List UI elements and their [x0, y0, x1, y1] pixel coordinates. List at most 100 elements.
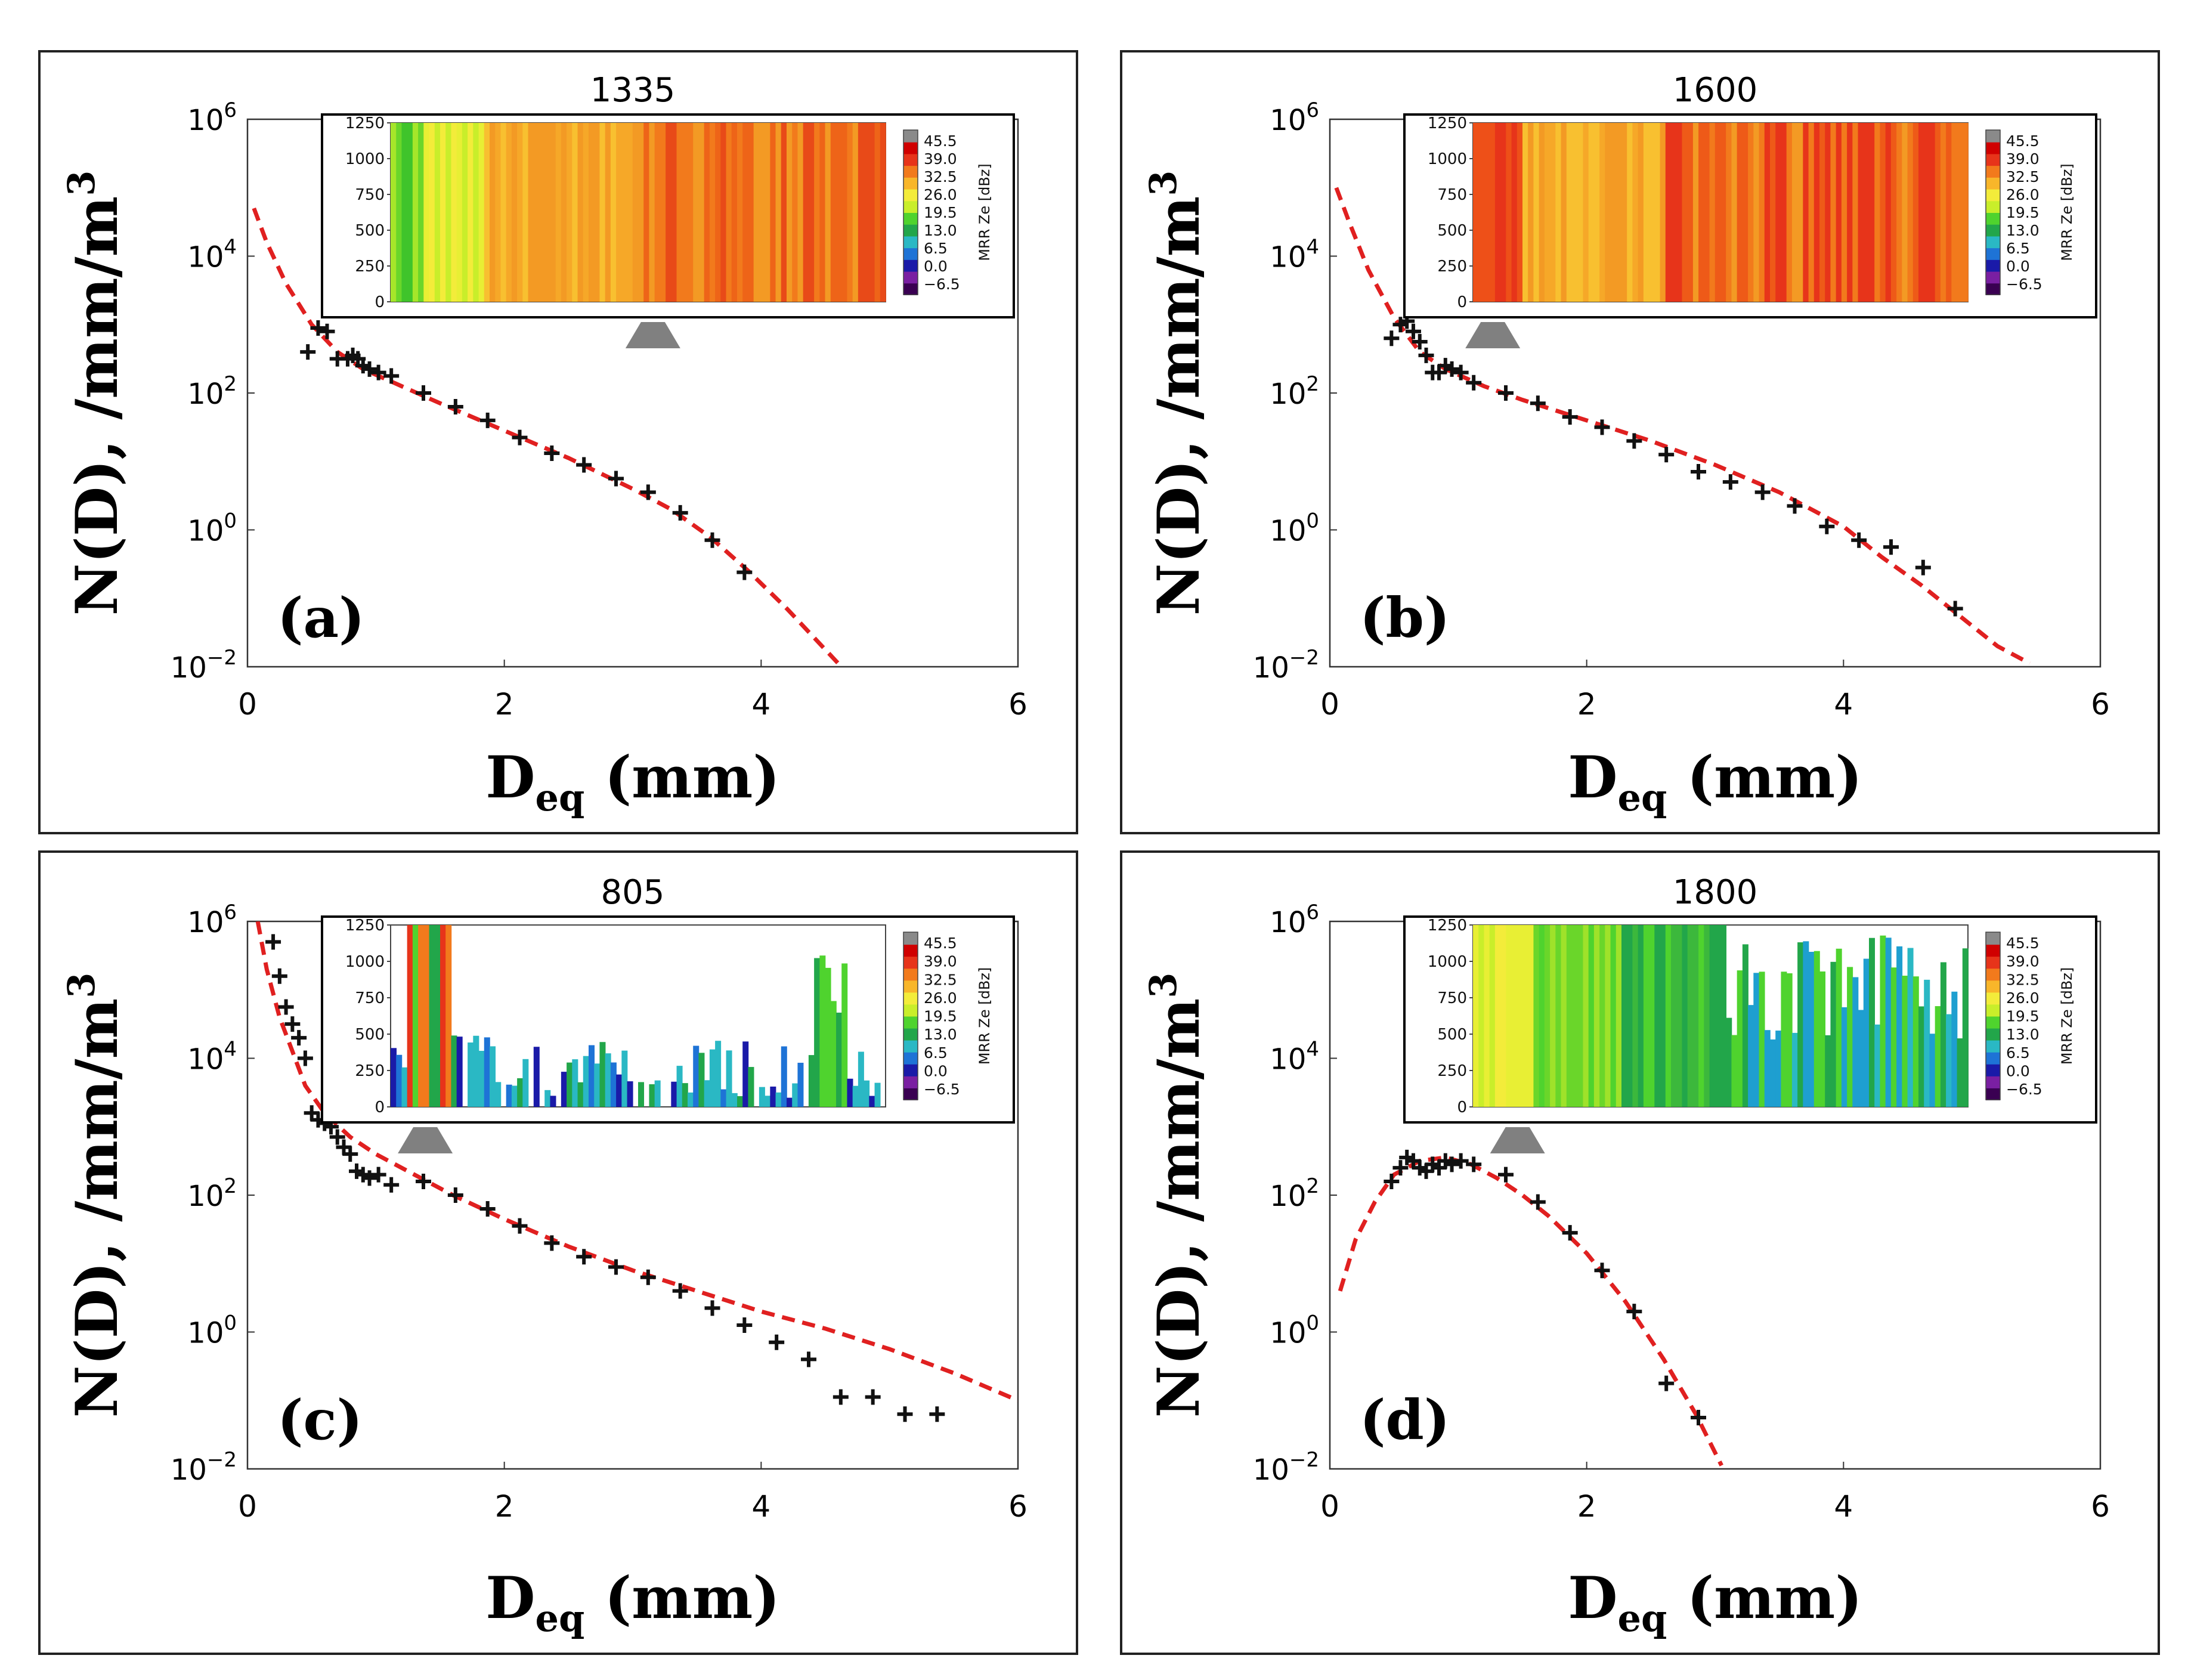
- y-tick-label: 104: [187, 1038, 237, 1076]
- colorbar-segment: [1986, 247, 2000, 260]
- y-axis-label-sup: 3: [60, 973, 103, 998]
- colorbar-segment: [903, 1087, 918, 1100]
- inset-ytick: 1250: [345, 115, 385, 132]
- y-tick-label: 106: [1270, 98, 1319, 137]
- radar-column: [1572, 925, 1579, 1107]
- colorbar-segment: [1986, 956, 2000, 969]
- radar-column: [1890, 123, 1897, 302]
- radar-column: [787, 123, 793, 302]
- radar-column: [412, 925, 419, 1107]
- radar-column: [649, 1084, 655, 1107]
- colorbar-tick: 26.0: [924, 186, 957, 203]
- radar-column: [500, 123, 507, 302]
- radar-column: [874, 123, 881, 302]
- observed-point: [1691, 1409, 1707, 1425]
- inset-ytick: 500: [355, 1026, 385, 1044]
- radar-column: [506, 1084, 512, 1107]
- y-tick-label: 106: [187, 98, 237, 137]
- radar-column: [1935, 1006, 1941, 1107]
- radar-column: [748, 1067, 754, 1107]
- x-tick-label: 4: [751, 1489, 770, 1524]
- radar-column: [1847, 123, 1853, 302]
- y-tick-base: 10: [1270, 1180, 1306, 1213]
- radar-column: [1830, 123, 1837, 302]
- colorbar-segment: [1986, 188, 2000, 202]
- y-axis-label-sup: 3: [60, 171, 103, 196]
- radar-column: [1478, 925, 1485, 1107]
- y-tick-label: 100: [1270, 509, 1319, 548]
- radar-column: [1621, 123, 1628, 302]
- radar-column: [742, 1041, 749, 1107]
- radar-column: [610, 123, 617, 302]
- panel-label: (b): [1360, 586, 1450, 650]
- radar-column: [1912, 976, 1919, 1107]
- radar-column: [1550, 123, 1556, 302]
- y-tick-base: 10: [187, 104, 224, 137]
- radar-column: [577, 1082, 584, 1107]
- radar-column: [1616, 925, 1622, 1107]
- y-axis-label: N(D), /mm/m3: [60, 171, 131, 616]
- radar-column: [709, 1049, 716, 1107]
- observed-point: [447, 398, 463, 414]
- colorbar-tick: 0.0: [2006, 1062, 2030, 1079]
- radar-column: [737, 1096, 744, 1107]
- y-axis-label: N(D), /mm/m3: [60, 973, 131, 1418]
- radar-column: [1813, 951, 1820, 1107]
- radar-column: [1522, 925, 1529, 1107]
- radar-column: [858, 123, 864, 302]
- radar-column: [830, 1001, 837, 1107]
- radar-column: [1929, 1034, 1936, 1107]
- radar-column: [544, 1090, 551, 1107]
- radar-column: [1528, 925, 1534, 1107]
- radar-column: [852, 123, 859, 302]
- radar-column: [808, 1055, 815, 1107]
- radar-column: [1627, 123, 1633, 302]
- colorbar-segment: [903, 980, 918, 993]
- radar-column: [1632, 925, 1639, 1107]
- time-marker-triangle: [625, 322, 680, 348]
- y-tick-exponent: −2: [1289, 1448, 1319, 1472]
- radar-column: [671, 1081, 677, 1107]
- observed-point: [1626, 1304, 1642, 1320]
- colorbar-segment: [903, 968, 918, 981]
- radar-column: [715, 1041, 722, 1107]
- radar-column: [1676, 925, 1683, 1107]
- observed-point: [278, 999, 294, 1015]
- radar-column: [583, 123, 589, 302]
- radar-column: [1803, 941, 1809, 1107]
- radar-column: [1770, 1039, 1777, 1107]
- radar-column: [770, 1086, 776, 1107]
- y-tick-label: 106: [187, 901, 237, 939]
- radar-column: [429, 123, 435, 302]
- x-axis-label-rest: (mm): [1667, 744, 1862, 811]
- radar-column: [1775, 123, 1782, 302]
- radar-column: [423, 123, 430, 302]
- radar-column: [1836, 948, 1842, 1107]
- observed-point: [284, 1016, 301, 1032]
- colorbar-segment: [903, 271, 918, 284]
- observed-point: [271, 968, 287, 984]
- radar-column: [1957, 123, 1963, 302]
- inset-ytick: 1000: [345, 953, 385, 971]
- colorbar-tick: −6.5: [2006, 276, 2042, 293]
- radar-column: [825, 123, 831, 302]
- radar-column: [468, 123, 474, 302]
- radar-column: [654, 123, 661, 302]
- radar-column: [506, 123, 512, 302]
- y-tick-label: 102: [1270, 1174, 1319, 1213]
- radar-column: [1808, 123, 1815, 302]
- radar-column: [517, 123, 524, 302]
- radar-column: [539, 123, 546, 302]
- radar-column: [1759, 123, 1765, 302]
- radar-column: [688, 123, 694, 302]
- radar-column: [781, 123, 787, 302]
- observed-point: [736, 1317, 753, 1334]
- radar-column: [1610, 123, 1617, 302]
- y-tick-label: 104: [1270, 1038, 1319, 1076]
- observed-point: [512, 1218, 528, 1234]
- radar-column: [1825, 1035, 1831, 1107]
- colorbar-segment: [903, 259, 918, 272]
- radar-column: [704, 1080, 710, 1107]
- radar-column: [1660, 123, 1666, 302]
